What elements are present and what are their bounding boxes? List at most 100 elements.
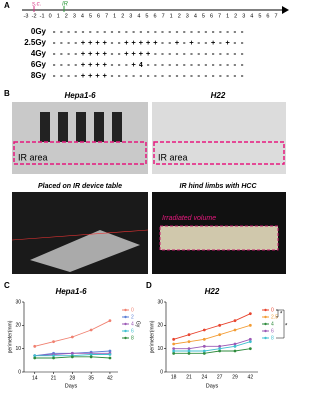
- photo-title: IR hind limbs with HCC: [180, 183, 258, 190]
- y-tick-label: 10: [157, 346, 163, 352]
- point: [202, 349, 206, 353]
- dose-label: 8Gy: [31, 71, 47, 80]
- y-tick-label: 0: [18, 369, 21, 375]
- point: [108, 356, 112, 360]
- timeline-tick: -2: [32, 13, 37, 19]
- series-line: [173, 324, 251, 345]
- point: [89, 355, 93, 359]
- dose-schedule: - - - - + + + + - - + + + + - - - - - - …: [52, 50, 244, 58]
- legend-label: 0: [131, 307, 134, 313]
- y-axis-label: perimeter(mm): [149, 320, 155, 353]
- timeline-tick: 1: [170, 13, 173, 19]
- point: [218, 347, 222, 351]
- point: [218, 349, 222, 353]
- point: [187, 340, 191, 344]
- timeline-tick: 7: [105, 13, 108, 19]
- x-tick-label: 42: [248, 374, 254, 380]
- legend-marker: [264, 308, 267, 312]
- timeline-tick: 6: [210, 13, 213, 19]
- timeline-tick: 4: [250, 13, 253, 19]
- dose-schedule: - - - - + + + + - - - + 4 - - - - - - - …: [52, 61, 244, 69]
- timeline-tick: 2: [65, 13, 68, 19]
- legend-marker: [124, 315, 127, 319]
- point: [172, 342, 176, 346]
- point: [33, 344, 37, 348]
- point: [33, 356, 37, 360]
- irradiated-box: [159, 225, 279, 251]
- legend-label: 8: [271, 335, 274, 341]
- arrowhead: [282, 6, 289, 14]
- timeline-tick: 4: [81, 13, 84, 19]
- legend-marker: [124, 308, 127, 312]
- series-line: [173, 338, 251, 350]
- sig-bracket: [276, 309, 285, 339]
- legend-marker: [264, 315, 267, 319]
- photo-title: Hepa1-6: [64, 91, 96, 100]
- dose-label: 4Gy: [31, 49, 47, 58]
- photo-title: H22: [211, 91, 226, 100]
- point: [70, 335, 74, 339]
- series-line: [34, 320, 111, 347]
- legend-label: 6: [131, 328, 134, 334]
- point: [202, 328, 206, 332]
- x-tick-label: 28: [70, 375, 76, 381]
- y-tick-label: 0: [160, 369, 163, 375]
- point: [218, 344, 222, 348]
- timeline-tick: -1: [40, 13, 45, 19]
- legend-marker: [264, 336, 267, 340]
- legend-label: 4: [131, 321, 134, 327]
- point: [89, 353, 93, 356]
- photo-title: Placed on IR device table: [38, 183, 122, 190]
- timeline-tick: 5: [145, 13, 148, 19]
- series-line: [173, 313, 251, 340]
- chart-title: Hepa1-6: [55, 287, 87, 296]
- dose-schedule: - - - - + + + + - - - - - - - - - - - - …: [52, 72, 244, 80]
- x-tick-label: 18: [171, 374, 177, 380]
- timeline-tick: 4: [194, 13, 197, 19]
- point: [52, 356, 55, 360]
- sc-label: s.c.: [32, 2, 41, 8]
- device: [30, 230, 140, 272]
- timeline-tick: 5: [89, 13, 92, 19]
- ir-area-label: IR area: [18, 152, 48, 162]
- y-axis-label: perimeter(mm): [7, 320, 13, 353]
- timeline-tick: 3: [186, 13, 189, 19]
- panel-label: D: [146, 281, 152, 290]
- y-tick-label: 20: [15, 323, 21, 329]
- dose-schedule: - - - - + + + + - - + + + + + - - + - + …: [52, 39, 244, 47]
- x-tick-label: 42: [107, 375, 113, 381]
- timeline-tick: 1: [226, 13, 229, 19]
- point: [52, 340, 55, 344]
- timeline-tick: 3: [129, 13, 132, 19]
- timeline-tick: 2: [234, 13, 237, 19]
- sig-mark: *: [280, 312, 283, 318]
- chart-title: H22: [205, 287, 220, 296]
- timeline-tick: 2: [178, 13, 181, 19]
- point: [187, 351, 191, 355]
- point: [172, 349, 176, 353]
- point: [70, 355, 74, 359]
- point: [233, 342, 237, 346]
- point: [248, 312, 252, 316]
- point: [108, 353, 112, 356]
- mice: [40, 112, 122, 142]
- timeline-tick: 0: [49, 13, 52, 19]
- point: [187, 333, 191, 337]
- point: [248, 347, 252, 351]
- point: [248, 337, 252, 341]
- panel-label: B: [4, 89, 10, 98]
- legend-marker: [264, 322, 267, 326]
- timeline-tick: 1: [57, 13, 60, 19]
- point: [172, 351, 176, 355]
- x-tick-label: 27: [217, 374, 223, 380]
- point: [187, 347, 191, 351]
- timeline-tick: 7: [218, 13, 221, 19]
- legend-label: 0: [271, 307, 274, 313]
- point: [202, 337, 206, 341]
- ir-area-label: IR area: [158, 152, 188, 162]
- y-tick-label: 20: [157, 323, 163, 329]
- figure: A s.c. IR B Hepa1-6 H22 IR area IR area …: [4, 1, 289, 389]
- x-tick-label: 21: [186, 374, 192, 380]
- legend-label: 8: [131, 335, 134, 341]
- point: [248, 323, 252, 327]
